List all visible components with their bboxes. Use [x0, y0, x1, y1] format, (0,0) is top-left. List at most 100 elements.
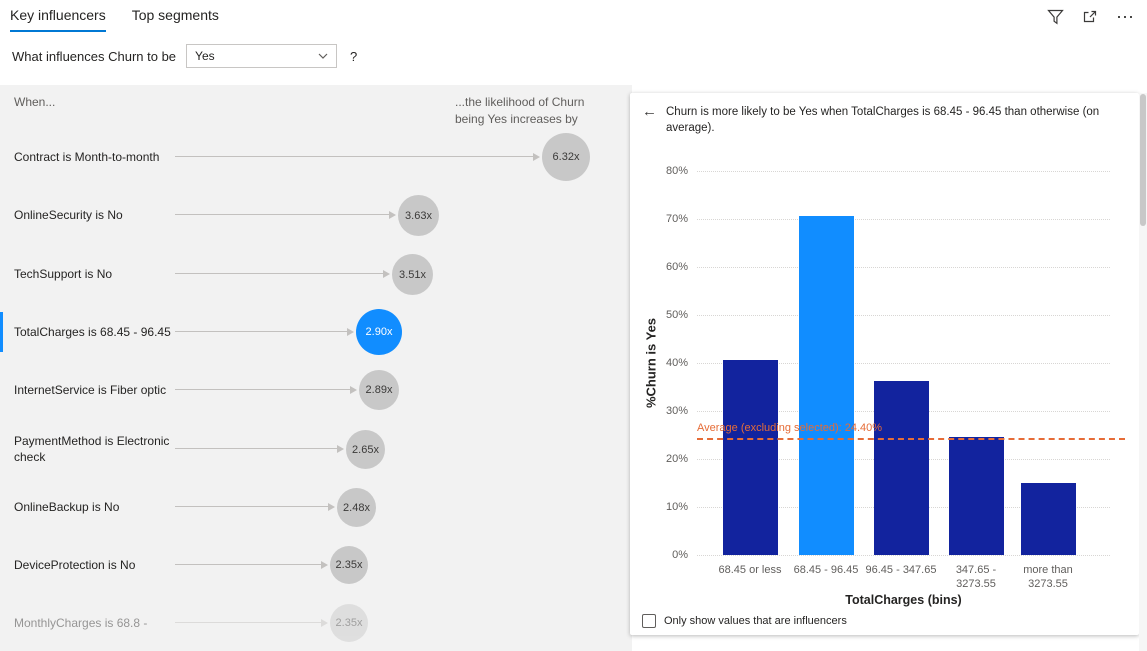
- y-axis-tick-label: 10%: [665, 501, 688, 513]
- y-axis-tick-label: 70%: [665, 213, 688, 225]
- tab-top-segments[interactable]: Top segments: [131, 7, 219, 23]
- y-axis-tick-label: 0%: [672, 549, 688, 561]
- influencer-row[interactable]: InternetService is Fiber optic 2.89x: [0, 361, 632, 419]
- likelihood-header: ...the likelihood of Churn being Yes inc…: [455, 95, 585, 127]
- more-options-icon[interactable]: ⋯: [1116, 7, 1135, 27]
- influencer-row[interactable]: OnlineBackup is No 2.48x: [0, 478, 632, 536]
- connector-line: [175, 448, 337, 449]
- influencer-row[interactable]: TotalCharges is 68.45 - 96.45 2.90x: [0, 303, 632, 361]
- gridline: [697, 363, 1110, 364]
- x-axis-tick-label: 96.45 - 347.65: [865, 564, 937, 576]
- influencer-label: TechSupport is No: [14, 266, 113, 281]
- checkbox-label: Only show values that are influencers: [664, 615, 847, 627]
- average-line: [697, 438, 1125, 440]
- influencer-row[interactable]: OnlineSecurity is No 3.63x: [0, 186, 632, 244]
- when-header: When...: [14, 95, 56, 109]
- connector-line: [175, 622, 321, 623]
- influencer-label: MonthlyCharges is 68.8 -: [14, 615, 148, 630]
- y-axis-tick-label: 40%: [665, 357, 688, 369]
- influence-bubble[interactable]: 3.51x: [392, 254, 433, 295]
- scrollbar-thumb[interactable]: [1140, 94, 1146, 226]
- arrow-head-icon: [321, 618, 328, 627]
- selected-indicator: [0, 312, 3, 352]
- arrow-head-icon: [350, 385, 357, 394]
- vertical-scrollbar[interactable]: [1139, 93, 1147, 651]
- influencer-label: Contract is Month-to-month: [14, 149, 160, 164]
- question-label: What influences Churn to be: [12, 48, 177, 64]
- bar[interactable]: [798, 216, 854, 555]
- y-axis-tick-label: 20%: [665, 453, 688, 465]
- influencer-label: TotalCharges is 68.45 - 96.45: [14, 324, 171, 339]
- arrow-head-icon: [389, 210, 396, 219]
- bar[interactable]: [948, 437, 1004, 555]
- chevron-down-icon: [318, 53, 328, 59]
- influence-bubble[interactable]: 2.35x: [330, 546, 368, 584]
- influencer-label: PaymentMethod is Electronic check: [14, 433, 170, 464]
- y-axis-tick-label: 80%: [665, 165, 688, 177]
- connector-line: [175, 331, 347, 332]
- x-axis-title: TotalCharges (bins): [845, 593, 962, 607]
- influence-bubble[interactable]: 2.48x: [337, 488, 376, 527]
- dropdown-value: Yes: [195, 49, 215, 63]
- tab-bar: Key influencers Top segments: [10, 7, 219, 32]
- y-axis-tick-label: 30%: [665, 405, 688, 417]
- influencer-row[interactable]: Contract is Month-to-month 6.32x: [0, 128, 632, 186]
- connector-line: [175, 389, 350, 390]
- tab-key-influencers[interactable]: Key influencers: [10, 7, 106, 32]
- x-axis-tick-label: more than 3273.55: [1023, 564, 1073, 591]
- x-axis-tick-label: 68.45 - 96.45: [793, 564, 859, 576]
- bar[interactable]: [1020, 483, 1076, 555]
- help-icon[interactable]: ?: [350, 48, 358, 64]
- influence-bubble[interactable]: 2.89x: [359, 370, 399, 410]
- arrow-head-icon: [328, 502, 335, 511]
- y-axis-tick-label: 60%: [665, 261, 688, 273]
- influence-bubble[interactable]: 6.32x: [542, 133, 590, 181]
- filter-icon[interactable]: [1047, 8, 1064, 26]
- detail-card: ← Churn is more likely to be Yes when To…: [630, 93, 1139, 635]
- average-line-label: Average (excluding selected): 24.40%: [697, 422, 883, 434]
- connector-line: [175, 273, 383, 274]
- connector-line: [175, 214, 389, 215]
- connector-line: [175, 564, 321, 565]
- influencer-label: OnlineBackup is No: [14, 499, 120, 514]
- gridline: [697, 267, 1110, 268]
- y-axis-tick-label: 50%: [665, 309, 688, 321]
- detail-title: Churn is more likely to be Yes when Tota…: [666, 106, 1100, 135]
- arrow-head-icon: [533, 152, 540, 161]
- connector-line: [175, 506, 328, 507]
- gridline: [697, 315, 1110, 316]
- gridline: [697, 219, 1110, 220]
- arrow-head-icon: [347, 327, 354, 336]
- influencer-row[interactable]: TechSupport is No 3.51x: [0, 245, 632, 303]
- influencer-label: OnlineSecurity is No: [14, 207, 123, 222]
- gridline: [697, 555, 1110, 556]
- arrow-head-icon: [383, 269, 390, 278]
- gridline: [697, 171, 1110, 172]
- target-value-dropdown[interactable]: Yes: [186, 44, 338, 68]
- influencers-only-checkbox[interactable]: [642, 614, 656, 628]
- influence-bubble[interactable]: 3.63x: [398, 195, 439, 236]
- bar-chart: %Churn is Yes TotalCharges (bins) 0% 10% 2…: [630, 93, 1139, 635]
- influencer-row[interactable]: DeviceProtection is No 2.35x: [0, 536, 632, 594]
- bar[interactable]: [722, 360, 778, 555]
- x-axis-tick-label: 68.45 or less: [718, 564, 782, 576]
- bar[interactable]: [873, 381, 929, 555]
- influence-bubble[interactable]: 2.90x: [356, 309, 402, 355]
- influencer-label: DeviceProtection is No: [14, 557, 136, 572]
- influencers-filter[interactable]: Only show values that are influencers: [642, 614, 847, 628]
- influencers-panel: When... ...the likelihood of Churn being…: [0, 85, 632, 651]
- arrow-head-icon: [337, 444, 344, 453]
- influence-bubble[interactable]: 2.35x: [330, 604, 368, 642]
- back-button[interactable]: ←: [642, 103, 657, 120]
- question-row: What influences Churn to be Yes ?: [12, 43, 357, 69]
- influencer-row[interactable]: MonthlyCharges is 68.8 - 2.35x: [0, 594, 632, 651]
- header-icons: ⋯: [1047, 8, 1135, 26]
- arrow-head-icon: [321, 560, 328, 569]
- influencer-row[interactable]: PaymentMethod is Electronic check 2.65x: [0, 420, 632, 478]
- connector-line: [175, 156, 533, 157]
- detail-card-header: ← Churn is more likely to be Yes when To…: [642, 103, 1131, 136]
- x-axis-tick-label: 347.65 - 3273.55: [955, 564, 997, 591]
- focus-mode-icon[interactable]: [1082, 8, 1098, 26]
- influence-bubble[interactable]: 2.65x: [346, 430, 385, 469]
